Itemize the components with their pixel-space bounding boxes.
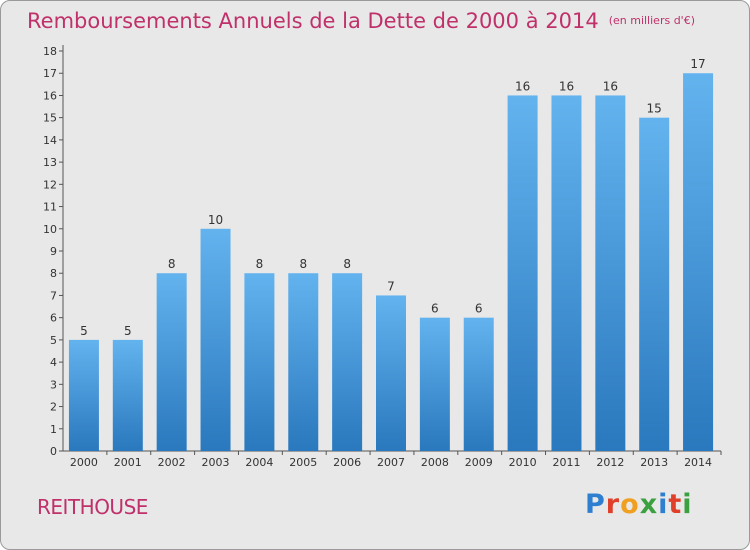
y-tick-label: 10 (43, 223, 57, 236)
y-tick-label: 11 (43, 201, 57, 214)
data-label-2012: 16 (603, 79, 618, 93)
x-tick-label: 2009 (465, 456, 493, 469)
chart-title: Remboursements Annuels de la Dette de 20… (27, 9, 695, 33)
y-tick-label: 2 (50, 401, 57, 414)
x-tick-label: 2013 (640, 456, 668, 469)
y-tick-label: 12 (43, 178, 57, 191)
data-label-2003: 10 (208, 213, 223, 227)
y-tick-label: 15 (43, 112, 57, 125)
y-tick-label: 9 (50, 245, 57, 258)
data-label-2007: 7 (387, 279, 395, 293)
bar-2003 (200, 228, 231, 451)
x-tick-label: 2012 (596, 456, 624, 469)
commune-name: REITHOUSE (37, 495, 148, 519)
y-tick-label: 17 (43, 67, 57, 80)
data-label-2004: 8 (256, 257, 264, 271)
data-label-2000: 5 (80, 324, 88, 338)
x-tick-label: 2014 (684, 456, 712, 469)
bar-2012 (595, 95, 626, 451)
data-label-2009: 6 (475, 302, 483, 316)
data-label-2005: 8 (299, 257, 307, 271)
x-tick-label: 2011 (552, 456, 580, 469)
y-tick-label: 18 (43, 45, 57, 58)
x-tick-label: 2002 (158, 456, 186, 469)
y-tick-label: 4 (50, 356, 57, 369)
x-tick-label: 2006 (333, 456, 361, 469)
y-tick-label: 5 (50, 334, 57, 347)
title-text: Remboursements Annuels de la Dette de 20… (27, 9, 599, 33)
proxiti-logo[interactable]: Proxiti (585, 489, 693, 520)
y-tick-label: 14 (43, 134, 57, 147)
bar-2002 (156, 273, 187, 451)
chart-data-labels: 5 5 8 10 8 8 8 7 6 6 16 16 16 15 17 (80, 57, 706, 338)
data-label-2013: 15 (647, 102, 662, 116)
data-label-2014: 17 (690, 57, 705, 71)
y-tick-label: 8 (50, 267, 57, 280)
data-label-2001: 5 (124, 324, 132, 338)
x-tick-label: 2003 (202, 456, 230, 469)
bar-2007 (376, 295, 406, 451)
x-tick-label: 2004 (245, 456, 273, 469)
x-tick-label: 2001 (114, 456, 142, 469)
x-tick-label: 2005 (289, 456, 317, 469)
bar-2009 (463, 317, 494, 451)
bar-2013 (639, 117, 670, 452)
bar-2004 (244, 273, 275, 451)
x-tick-label: 2010 (509, 456, 537, 469)
data-label-2010: 16 (515, 79, 530, 93)
bar-2011 (551, 95, 582, 451)
title-unit: (en milliers d'€) (608, 14, 695, 27)
data-label-2011: 16 (559, 79, 574, 93)
chart-bars (68, 73, 714, 452)
x-tick-label: 2007 (377, 456, 405, 469)
bar-2006 (332, 273, 363, 451)
y-tick-label: 1 (50, 423, 57, 436)
y-tick-label: 7 (50, 289, 57, 302)
data-label-2006: 8 (343, 257, 351, 271)
bar-2010 (507, 95, 538, 451)
bar-2001 (112, 339, 143, 451)
y-tick-label: 6 (50, 312, 57, 325)
data-label-2002: 8 (168, 257, 176, 271)
bar-2008 (419, 317, 450, 451)
data-label-2008: 6 (431, 302, 439, 316)
y-tick-label: 16 (43, 89, 57, 102)
y-tick-label: 13 (43, 156, 57, 169)
bar-2000 (68, 339, 99, 451)
x-tick-label: 2000 (70, 456, 98, 469)
bar-2014 (683, 73, 714, 451)
y-tick-label: 3 (50, 378, 57, 391)
y-tick-label: 0 (50, 445, 57, 458)
bar-2005 (288, 273, 319, 451)
x-tick-label: 2008 (421, 456, 449, 469)
